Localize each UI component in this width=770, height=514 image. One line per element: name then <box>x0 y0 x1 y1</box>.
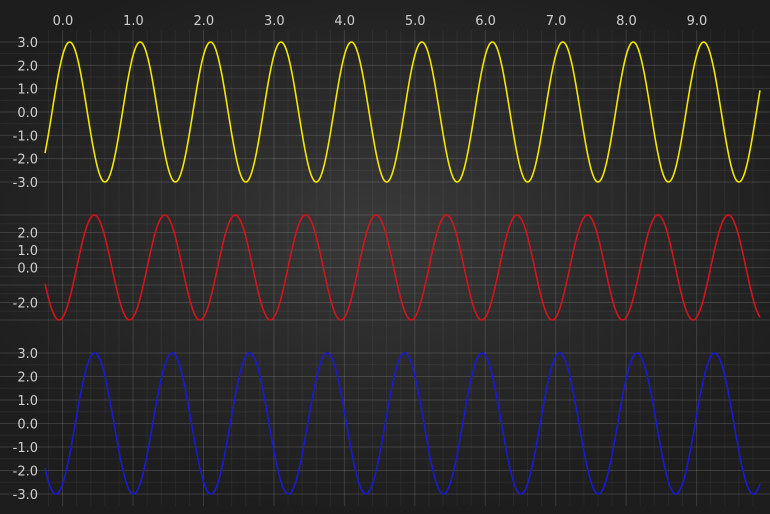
y-tick-label: 3.0 <box>17 347 38 362</box>
x-tick-label: 7.0 <box>546 14 567 29</box>
y-tick-label: -1.0 <box>13 441 38 456</box>
y-tick-label: 3.0 <box>17 36 38 51</box>
y-axis: 3.0 2.0 1.0 0.0 -1.0 -2.0 -3.0 2.0 1.0 0.0 -2.0 3.0… <box>13 36 38 503</box>
x-tick-label: 4.0 <box>334 14 355 29</box>
x-tick-label: 2.0 <box>193 14 214 29</box>
y-tick-label: 1.0 <box>17 244 38 259</box>
y-tick-label: -3.0 <box>13 176 38 191</box>
y-tick-label: -2.0 <box>13 297 38 312</box>
y-tick-label: 0.0 <box>17 418 38 433</box>
y-tick-label: 2.0 <box>17 227 38 242</box>
x-tick-label: 6.0 <box>475 14 496 29</box>
y-tick-label: 1.0 <box>17 83 38 98</box>
y-tick-label: 0.0 <box>17 262 38 277</box>
y-tick-label: -2.0 <box>13 153 38 168</box>
y-tick-label: 2.0 <box>17 59 38 74</box>
x-tick-label: 3.0 <box>264 14 285 29</box>
x-axis: 0.0 1.0 2.0 3.0 4.0 5.0 6.0 7.0 8.0 9.0 <box>53 14 708 29</box>
y-tick-label: -2.0 <box>13 465 38 480</box>
x-tick-label: 5.0 <box>405 14 426 29</box>
y-tick-label: 0.0 <box>17 106 38 121</box>
y-tick-label: 2.0 <box>17 371 38 386</box>
x-tick-label: 1.0 <box>123 14 144 29</box>
y-tick-label: 1.0 <box>17 394 38 409</box>
x-tick-label: 9.0 <box>687 14 708 29</box>
x-tick-label: 8.0 <box>616 14 637 29</box>
y-tick-label: -1.0 <box>13 129 38 144</box>
y-tick-label: -3.0 <box>13 488 38 503</box>
x-tick-label: 0.0 <box>53 14 74 29</box>
